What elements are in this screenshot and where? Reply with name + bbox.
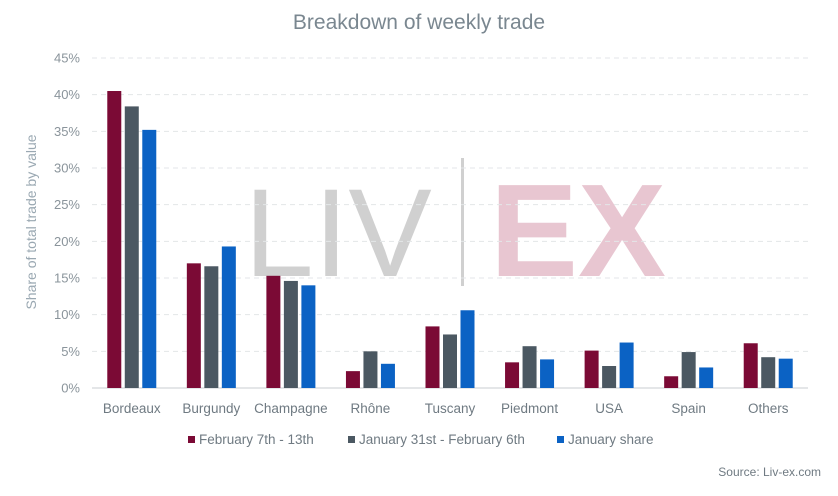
y-tick-label: 25% [54,197,80,212]
y-axis-label: Share of total trade by value [23,134,39,309]
watermark-ex: EX [490,157,666,304]
bar [301,285,316,388]
y-tick-label: 15% [54,271,80,286]
y-tick-label: 35% [54,124,80,139]
x-category-label: Tuscany [425,401,476,416]
legend-swatch [188,436,195,443]
y-tick-label: 45% [54,51,80,66]
legend-swatch [557,436,564,443]
chart-title: Breakdown of weekly trade [293,11,545,34]
legend-label: January 31st - February 6th [359,432,525,447]
bars [107,91,793,389]
source-note: Source: Liv-ex.com [718,465,821,479]
x-category-label: Spain [671,401,706,416]
x-category-label: Rhône [351,401,391,416]
y-axis-ticks: 0% 5% 10% 15% 20% 25% 30% 35% 40% 45% [54,51,80,396]
legend-swatch [348,436,355,443]
legend-label: February 7th - 13th [199,432,314,447]
x-category-label: Champagne [254,401,328,416]
watermark-divider [461,158,464,286]
y-tick-label: 20% [54,234,80,249]
bar [204,266,219,388]
bar [619,342,634,388]
x-category-label: Bordeaux [103,401,161,416]
bar [778,358,793,388]
bar [699,367,714,388]
bar [540,359,555,388]
x-category-label: USA [595,401,623,416]
bar [681,352,696,388]
liv-ex-watermark: LIV EX [244,157,666,304]
legend: February 7th - 13th January 31st - Februa… [188,432,654,447]
bar [186,263,201,388]
bar [283,280,298,388]
x-axis-categories: Bordeaux Burgundy Champagne Rhône Tuscany Pie… [103,401,789,416]
bar [584,350,599,388]
bar [221,246,236,388]
bar [107,91,122,388]
bar [380,363,395,388]
x-category-label: Burgundy [182,401,240,416]
bar [761,357,776,388]
y-tick-label: 30% [54,161,80,176]
bar [443,334,457,388]
y-tick-label: 10% [54,307,80,322]
x-category-label: Others [748,401,789,416]
bar [266,275,281,388]
legend-label: January share [568,432,654,447]
bar [363,351,378,388]
bar [124,106,139,389]
x-category-label: Piedmont [501,401,558,416]
bar [664,376,679,388]
y-tick-label: 40% [54,87,80,102]
bar [743,343,758,388]
y-tick-label: 5% [61,344,80,359]
bar [505,362,520,388]
bar [345,371,360,388]
bar [142,129,157,388]
bar [460,310,475,388]
y-tick-label: 0% [61,381,80,396]
bar [522,346,537,388]
bar [602,366,617,388]
bar [425,326,440,388]
